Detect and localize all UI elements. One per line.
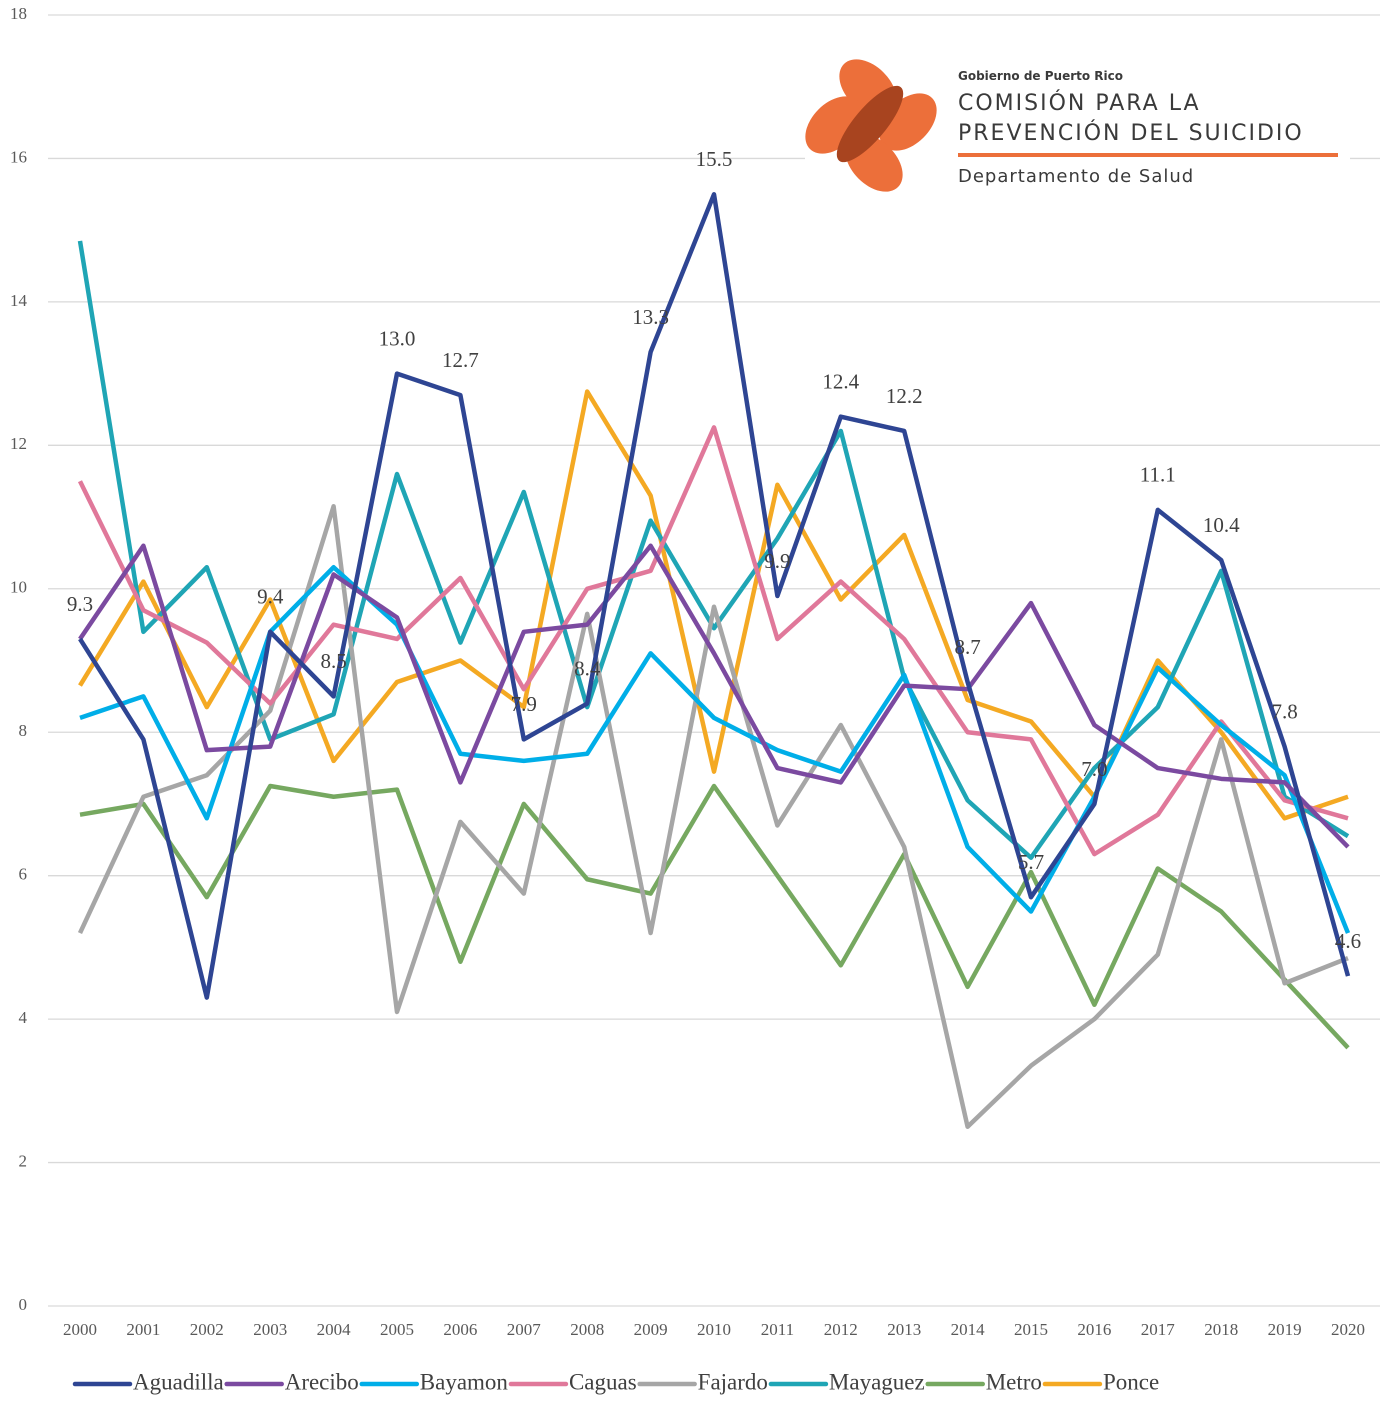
x-tick-label: 2015 bbox=[1014, 1320, 1048, 1339]
data-label: 4.6 bbox=[1335, 929, 1361, 953]
series-line bbox=[78, 543, 1350, 849]
y-tick-label: 6 bbox=[19, 865, 28, 884]
data-label: 10.4 bbox=[1203, 513, 1240, 537]
data-label: 11.1 bbox=[1140, 463, 1176, 487]
x-tick-label: 2019 bbox=[1268, 1320, 1302, 1339]
series-line bbox=[79, 783, 1350, 1050]
x-tick-label: 2011 bbox=[761, 1320, 794, 1339]
data-label: 8.4 bbox=[574, 656, 601, 680]
x-tick-label: 2000 bbox=[63, 1320, 97, 1339]
logo-rule bbox=[958, 153, 1338, 157]
data-label: 13.0 bbox=[379, 326, 416, 350]
y-tick-label: 2 bbox=[19, 1151, 28, 1170]
x-tick-label: 2013 bbox=[887, 1320, 921, 1339]
data-label: 8.7 bbox=[954, 635, 980, 659]
legend-label: Mayaguez bbox=[829, 1369, 925, 1394]
logo-government: Gobierno de Puerto Rico bbox=[958, 69, 1123, 83]
x-tick-label: 2008 bbox=[570, 1320, 604, 1339]
x-tick-label: 2014 bbox=[951, 1320, 986, 1339]
data-label: 9.3 bbox=[67, 592, 93, 616]
data-label: 12.7 bbox=[442, 348, 479, 372]
series-line bbox=[77, 240, 1350, 860]
legend-label: Ponce bbox=[1103, 1369, 1159, 1394]
x-tick-label: 2012 bbox=[824, 1320, 858, 1339]
data-label: 9.9 bbox=[764, 549, 790, 573]
y-tick-label: 4 bbox=[19, 1008, 28, 1027]
x-tick-label: 2009 bbox=[634, 1320, 668, 1339]
y-tick-label: 8 bbox=[19, 721, 28, 740]
y-tick-label: 16 bbox=[10, 147, 27, 166]
y-tick-label: 18 bbox=[10, 4, 27, 23]
x-tick-label: 2007 bbox=[507, 1320, 542, 1339]
x-tick-label: 2018 bbox=[1204, 1320, 1238, 1339]
x-tick-label: 2010 bbox=[697, 1320, 731, 1339]
data-label: 7.8 bbox=[1271, 699, 1297, 723]
data-label: 7.0 bbox=[1081, 757, 1107, 781]
series-line bbox=[77, 425, 1349, 857]
logo-title: PREVENCIÓN DEL SUICIDIO bbox=[958, 120, 1304, 146]
logo-department: Departamento de Salud bbox=[958, 166, 1194, 187]
legend-label: Aguadilla bbox=[133, 1369, 224, 1394]
data-label: 8.5 bbox=[320, 649, 346, 673]
series-line bbox=[78, 192, 1351, 1000]
legend-label: Caguas bbox=[569, 1369, 637, 1394]
legend-label: Metro bbox=[986, 1369, 1042, 1394]
series-line bbox=[77, 504, 1349, 1129]
y-tick-label: 0 bbox=[19, 1295, 28, 1314]
x-tick-label: 2017 bbox=[1141, 1320, 1176, 1339]
legend-label: Arecibo bbox=[285, 1369, 359, 1394]
data-label: 7.9 bbox=[511, 692, 537, 716]
data-label: 5.7 bbox=[1018, 850, 1044, 874]
data-label: 15.5 bbox=[696, 147, 733, 171]
x-tick-label: 2016 bbox=[1077, 1320, 1111, 1339]
x-tick-label: 2003 bbox=[253, 1320, 287, 1339]
legend-label: Fajardo bbox=[698, 1369, 768, 1394]
logo: Gobierno de Puerto Rico COMISIÓN PARA LA… bbox=[805, 20, 1350, 205]
data-label: 9.4 bbox=[257, 585, 284, 609]
legend-label: Bayamon bbox=[420, 1369, 509, 1394]
x-tick-label: 2020 bbox=[1331, 1320, 1365, 1339]
logo-title: COMISIÓN PARA LA bbox=[958, 90, 1201, 116]
y-tick-label: 14 bbox=[10, 291, 28, 310]
data-label: 13.3 bbox=[632, 305, 669, 329]
x-tick-label: 2001 bbox=[126, 1320, 160, 1339]
logo-center bbox=[836, 85, 904, 163]
y-tick-label: 12 bbox=[10, 434, 27, 453]
data-label: 12.2 bbox=[886, 384, 923, 408]
y-tick-label: 10 bbox=[10, 578, 27, 597]
data-label: 12.4 bbox=[822, 369, 859, 393]
series-line bbox=[79, 565, 1351, 934]
x-tick-label: 2006 bbox=[443, 1320, 477, 1339]
x-tick-label: 2004 bbox=[317, 1320, 352, 1339]
x-tick-label: 2005 bbox=[380, 1320, 414, 1339]
x-tick-label: 2002 bbox=[190, 1320, 224, 1339]
